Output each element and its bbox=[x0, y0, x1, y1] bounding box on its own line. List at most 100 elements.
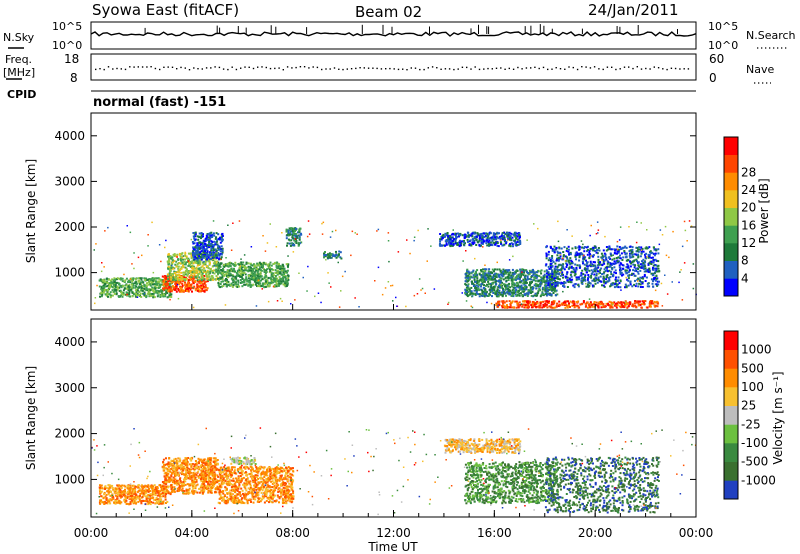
data-cell bbox=[503, 243, 506, 246]
data-cell bbox=[579, 303, 582, 306]
data-cell bbox=[549, 283, 552, 286]
data-cell bbox=[522, 274, 525, 277]
data-cell bbox=[621, 264, 624, 267]
data-cell bbox=[128, 293, 131, 295]
data-cell bbox=[187, 279, 190, 282]
data-cell bbox=[547, 273, 550, 276]
data-cell bbox=[103, 279, 106, 282]
data-cell bbox=[223, 265, 226, 268]
freq-point bbox=[572, 66, 574, 69]
data-cell bbox=[200, 237, 202, 240]
data-cell bbox=[449, 243, 452, 246]
data-cell bbox=[286, 234, 289, 236]
data-cell bbox=[216, 239, 219, 242]
data-cell bbox=[165, 282, 168, 285]
data-cell bbox=[573, 301, 576, 303]
data-cell bbox=[466, 284, 469, 287]
data-cell bbox=[222, 285, 225, 287]
data-cell bbox=[196, 235, 199, 238]
data-cell bbox=[625, 259, 628, 262]
data-cell bbox=[477, 285, 480, 288]
data-cell bbox=[184, 278, 187, 281]
data-cell bbox=[276, 273, 279, 276]
data-cell bbox=[602, 255, 605, 258]
data-cell bbox=[218, 271, 221, 274]
data-cell bbox=[252, 275, 254, 278]
freq-point bbox=[564, 68, 566, 70]
data-cell bbox=[158, 290, 161, 293]
freq-point bbox=[124, 68, 127, 71]
data-cell bbox=[274, 261, 277, 264]
data-cell bbox=[643, 275, 646, 278]
data-cell bbox=[542, 303, 545, 306]
data-cell bbox=[641, 282, 644, 285]
data-cell bbox=[625, 256, 628, 259]
data-cell bbox=[134, 286, 137, 289]
data-cell bbox=[218, 270, 221, 273]
data-cell bbox=[657, 264, 660, 267]
data-cell bbox=[551, 249, 554, 252]
data-cell bbox=[519, 303, 522, 306]
data-cell bbox=[618, 282, 621, 285]
data-cell bbox=[619, 262, 622, 265]
data-cell bbox=[590, 304, 593, 307]
data-cell bbox=[472, 243, 475, 245]
data-cell bbox=[276, 269, 279, 272]
data-cell bbox=[502, 235, 505, 238]
data-cell bbox=[509, 237, 512, 240]
data-cell bbox=[169, 287, 172, 290]
data-cell bbox=[235, 277, 238, 280]
data-cell bbox=[192, 242, 195, 245]
data-cell bbox=[324, 251, 326, 253]
data-cell bbox=[256, 279, 258, 282]
data-cell bbox=[194, 238, 197, 241]
data-cell bbox=[495, 242, 498, 245]
data-cell bbox=[656, 305, 659, 308]
data-cell bbox=[466, 288, 469, 290]
data-cell bbox=[555, 272, 558, 275]
data-cell bbox=[263, 268, 265, 271]
data-cell bbox=[546, 300, 548, 303]
data-cell bbox=[117, 282, 120, 285]
data-cell bbox=[514, 271, 517, 274]
data-cell bbox=[518, 305, 521, 308]
data-cell bbox=[473, 278, 476, 281]
data-cell bbox=[439, 242, 441, 245]
data-cell bbox=[176, 253, 179, 256]
data-cell bbox=[506, 283, 509, 286]
data-cell bbox=[469, 275, 472, 278]
data-cell bbox=[186, 288, 189, 291]
data-cell bbox=[101, 293, 104, 296]
data-cell bbox=[103, 280, 106, 283]
data-cell bbox=[176, 263, 179, 265]
data-cell bbox=[112, 279, 115, 282]
data-cell bbox=[298, 231, 301, 234]
data-cell bbox=[598, 302, 600, 305]
data-cell bbox=[550, 266, 552, 268]
data-cell bbox=[478, 239, 481, 242]
data-cell bbox=[140, 278, 143, 281]
data-cell bbox=[235, 272, 238, 274]
data-cell bbox=[202, 256, 205, 259]
data-cell bbox=[654, 283, 657, 286]
data-cell bbox=[509, 303, 512, 306]
data-cell bbox=[207, 267, 210, 270]
data-cell bbox=[480, 285, 482, 288]
data-cell bbox=[128, 280, 130, 282]
data-cell bbox=[196, 289, 199, 292]
data-cell bbox=[335, 254, 338, 257]
data-cell bbox=[556, 302, 559, 305]
data-cell bbox=[582, 279, 585, 281]
data-cell bbox=[207, 242, 210, 245]
data-cell bbox=[170, 290, 173, 293]
data-cell bbox=[595, 251, 598, 254]
data-cell bbox=[199, 279, 202, 282]
data-cell bbox=[249, 281, 252, 284]
data-cell bbox=[597, 264, 600, 267]
data-cell bbox=[523, 306, 526, 309]
data-cell bbox=[554, 265, 557, 268]
data-cell bbox=[210, 253, 213, 256]
data-cell bbox=[495, 238, 498, 241]
data-cell bbox=[198, 270, 201, 273]
data-cell bbox=[481, 289, 483, 292]
